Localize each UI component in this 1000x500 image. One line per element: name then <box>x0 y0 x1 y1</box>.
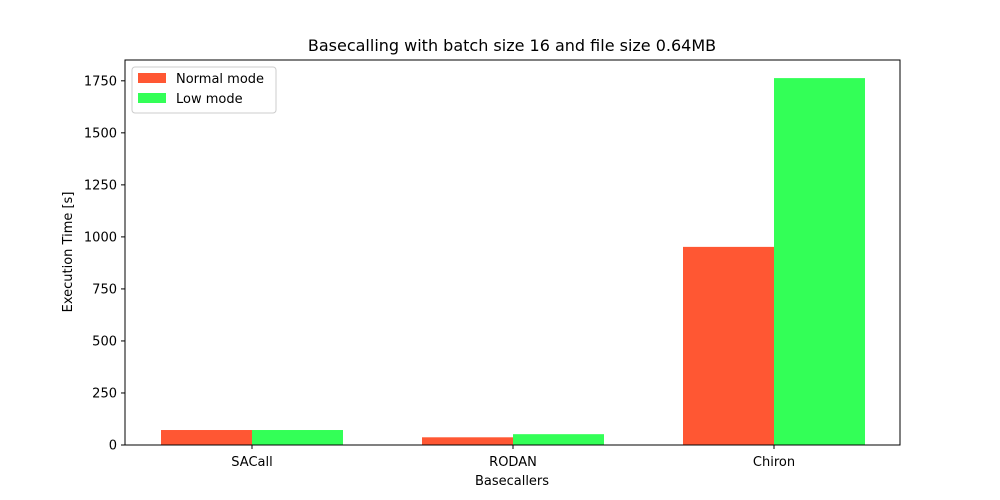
bar-low-mode-rodan <box>513 434 604 445</box>
legend-label-normal-mode: Normal mode <box>176 72 264 87</box>
y-tick-label: 1250 <box>84 178 117 193</box>
x-tick-label-rodan: RODAN <box>489 455 537 470</box>
y-axis-label: Execution Time [s] <box>61 192 76 313</box>
y-tick-label: 1750 <box>84 74 117 89</box>
legend: Normal mode Low mode <box>131 66 277 114</box>
y-tick-label: 0 <box>109 439 117 454</box>
y-tick-label: 1000 <box>84 230 117 245</box>
legend-swatch-low-mode <box>138 93 166 103</box>
legend-box <box>131 66 277 114</box>
y-tick-label: 1500 <box>84 126 117 141</box>
bar-low-mode-chiron <box>774 78 865 445</box>
chart-title: Basecalling with batch size 16 and file … <box>308 36 716 55</box>
x-axis-label: Basecallers <box>475 474 549 489</box>
bar-low-mode-sacall <box>252 430 343 445</box>
legend-label-low-mode: Low mode <box>176 92 243 107</box>
bar-normal-mode-rodan <box>422 437 513 445</box>
x-tick-label-chiron: Chiron <box>753 455 795 470</box>
bar-normal-mode-sacall <box>161 430 252 445</box>
x-axis-ticks: SACall RODAN Chiron <box>231 445 795 470</box>
x-tick-label-sacall: SACall <box>231 455 272 470</box>
bars-group <box>161 78 865 445</box>
y-tick-label: 750 <box>92 282 117 297</box>
y-tick-label: 500 <box>92 334 117 349</box>
y-axis-ticks: 0 250 500 750 1000 1250 1500 1750 <box>84 74 125 454</box>
legend-swatch-normal-mode <box>138 73 166 83</box>
bar-normal-mode-chiron <box>683 246 774 445</box>
y-tick-label: 250 <box>92 386 117 401</box>
